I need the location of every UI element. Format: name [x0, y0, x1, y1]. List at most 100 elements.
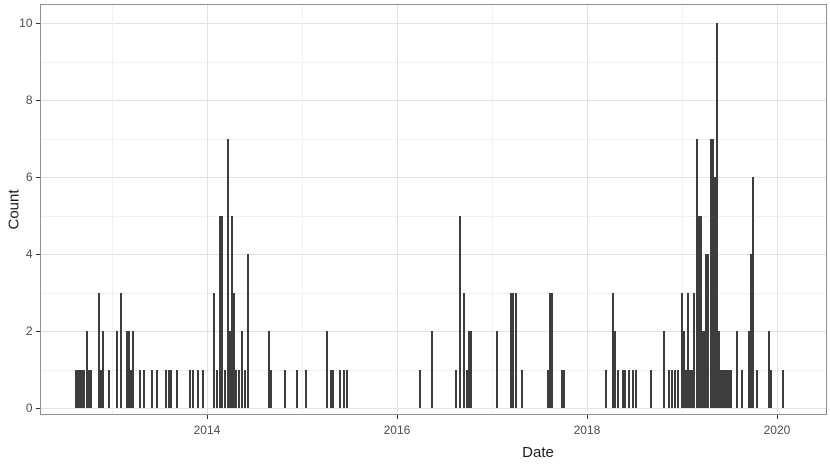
data-bar [663, 331, 666, 408]
gridline-major-y [40, 254, 826, 255]
data-bar [329, 369, 332, 408]
x-axis-tick [776, 414, 778, 419]
data-bar [223, 369, 226, 408]
y-axis-tick [35, 254, 40, 255]
y-axis-tick [35, 100, 40, 101]
data-bar [728, 369, 730, 408]
data-bar [635, 369, 637, 408]
data-bar [342, 369, 345, 408]
data-bar [730, 369, 732, 408]
data-bar [627, 369, 630, 408]
data-bar [196, 369, 199, 408]
data-bar [722, 369, 725, 408]
data-bar [701, 331, 704, 408]
data-bar [338, 369, 341, 408]
gridline-major-x [206, 4, 208, 414]
data-bar [219, 215, 221, 408]
data-bar [751, 177, 754, 408]
data-bar [726, 369, 728, 408]
x-axis-title: Date [522, 444, 554, 461]
gridline-major-y [40, 408, 826, 409]
y-axis-title: Count [5, 189, 23, 230]
data-bar [703, 331, 706, 408]
data-bar [129, 369, 132, 408]
data-bar [87, 369, 90, 408]
data-bar [120, 292, 122, 408]
gridline-major-x [396, 4, 398, 414]
data-bar [521, 369, 523, 408]
gridline-minor-x [491, 4, 493, 414]
x-axis-tick [206, 414, 208, 419]
data-bar [717, 331, 720, 408]
data-bar [131, 331, 134, 408]
data-bar [127, 331, 130, 408]
data-bar [467, 331, 470, 408]
data-bar [139, 369, 141, 408]
gridline-minor-y [40, 292, 826, 294]
data-bar [430, 331, 433, 408]
plot-panel [39, 3, 827, 415]
gridline-minor-y [40, 215, 826, 217]
data-bar [175, 369, 178, 408]
data-bar [515, 292, 518, 408]
data-bar [707, 254, 709, 408]
data-bar [188, 369, 191, 408]
data-bar [614, 331, 616, 408]
data-bar [616, 369, 619, 408]
data-bar [676, 369, 679, 408]
data-bar [243, 369, 246, 408]
y-tick-label: 6 [25, 170, 33, 184]
data-bar [101, 331, 104, 408]
y-axis-tick [35, 408, 40, 409]
data-bar [709, 138, 712, 408]
data-bar [650, 369, 652, 408]
data-bar [509, 292, 512, 408]
data-bar [462, 292, 465, 408]
data-bar [631, 369, 634, 408]
y-tick-label: 0 [25, 401, 33, 415]
gridline-major-y [40, 331, 826, 332]
data-bar [240, 331, 243, 408]
data-bar [82, 369, 85, 408]
data-bar [724, 369, 727, 408]
data-bar [551, 292, 554, 408]
y-axis-tick [35, 331, 40, 332]
y-tick-label: 10 [19, 16, 33, 30]
data-bar [561, 369, 563, 408]
data-bar [690, 369, 693, 408]
data-bar [741, 369, 744, 408]
data-bar [458, 215, 461, 408]
data-bar [78, 369, 81, 408]
data-bar [99, 369, 102, 408]
gridline-minor-y [40, 61, 826, 63]
data-bar [232, 292, 235, 408]
x-tick-label: 2016 [383, 422, 411, 437]
data-bar [238, 369, 240, 408]
gridline-major-x [776, 4, 778, 414]
gridline-major-y [40, 23, 826, 24]
gridline-minor-y [40, 369, 826, 371]
data-bar [711, 138, 714, 408]
data-bar [735, 331, 738, 408]
data-bar [220, 215, 223, 408]
data-bar [680, 292, 683, 408]
data-bar [770, 369, 772, 408]
data-bar [156, 369, 158, 408]
data-bar [781, 369, 784, 408]
data-bar [692, 292, 695, 408]
data-bar [150, 369, 153, 408]
gridline-major-y [40, 100, 826, 101]
data-bar [169, 369, 172, 408]
data-bar [747, 331, 750, 408]
data-bar [76, 369, 79, 408]
data-bar [270, 369, 272, 408]
data-bar [89, 369, 92, 408]
data-bar [418, 369, 421, 408]
data-bar [612, 292, 614, 408]
data-bar [549, 292, 552, 408]
data-bar [623, 369, 626, 408]
data-bar [213, 292, 215, 408]
x-axis-tick [586, 414, 588, 419]
data-bar [192, 369, 195, 408]
